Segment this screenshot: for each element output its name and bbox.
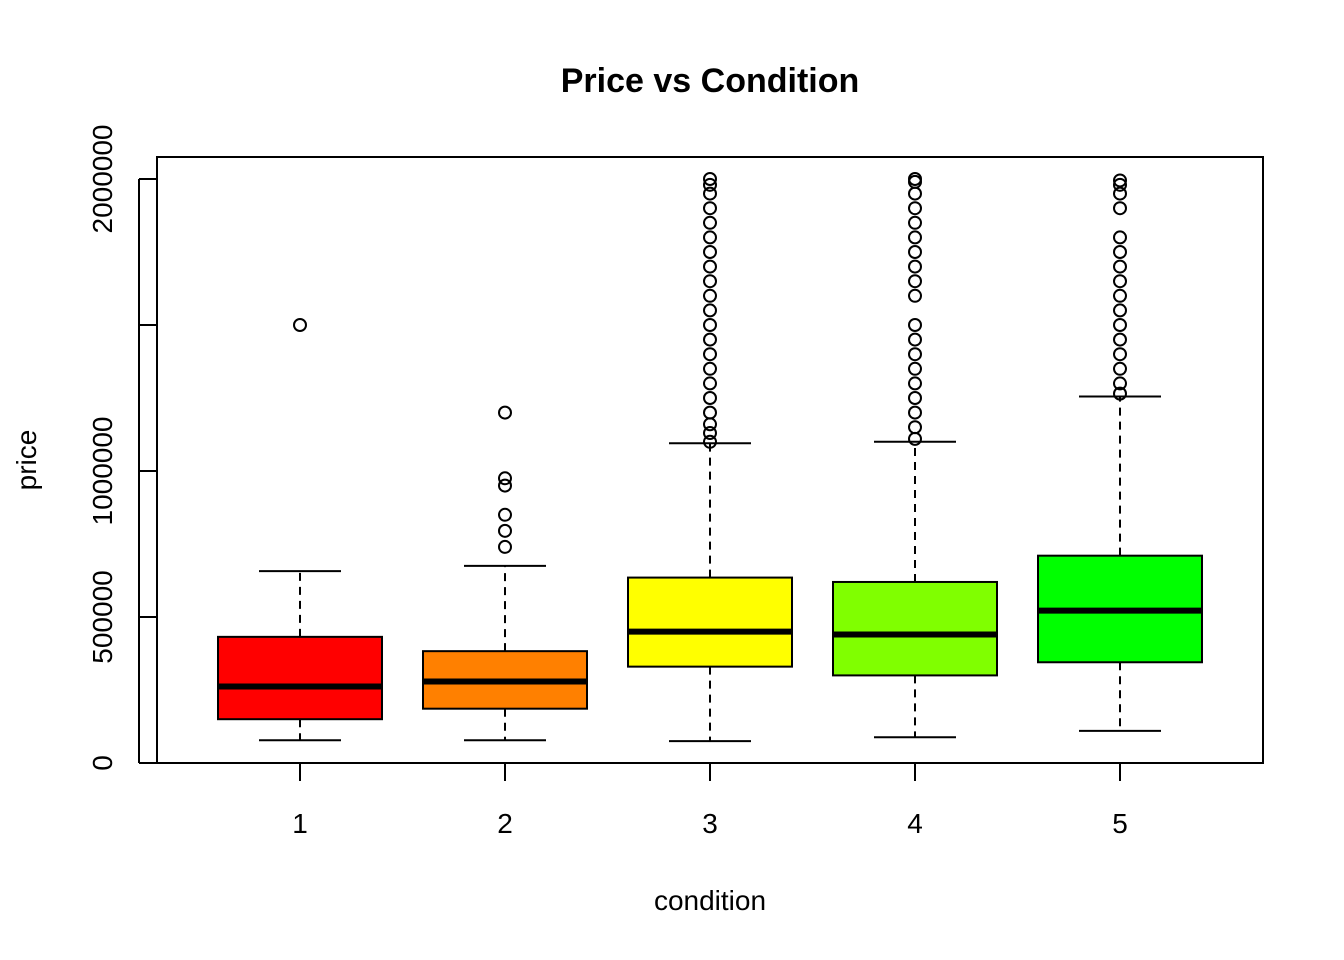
outlier-point xyxy=(703,347,717,362)
outlier-point xyxy=(703,417,717,432)
outlier-point xyxy=(908,274,922,289)
outlier-point xyxy=(908,431,922,446)
box-group xyxy=(217,318,383,742)
outlier-point xyxy=(498,478,512,493)
outlier-point xyxy=(498,471,512,486)
outlier-point xyxy=(1113,274,1127,289)
outlier-point xyxy=(908,186,922,201)
outlier-point xyxy=(703,186,717,201)
outlier-point xyxy=(908,420,922,435)
x-tick-label: 5 xyxy=(1112,808,1128,839)
outlier-point xyxy=(908,376,922,391)
outlier-point xyxy=(1113,318,1127,332)
outlier-point xyxy=(703,332,717,347)
outlier-point xyxy=(1113,173,1127,188)
outlier-point xyxy=(908,201,922,216)
box-iqr xyxy=(217,635,383,721)
outlier-point xyxy=(908,245,922,259)
chart-title: Price vs Condition xyxy=(561,62,860,100)
outlier-point xyxy=(703,201,717,216)
outlier-point xyxy=(703,259,717,274)
outlier-point xyxy=(908,230,922,245)
outlier-point xyxy=(703,215,717,230)
outlier-point xyxy=(1113,288,1127,303)
outlier-point xyxy=(908,259,922,274)
outlier-point xyxy=(703,391,717,405)
outlier-point xyxy=(908,172,922,186)
y-axis-label: price xyxy=(11,430,42,491)
outlier-point xyxy=(908,332,922,347)
outlier-point xyxy=(703,172,717,186)
outlier-point xyxy=(703,405,717,420)
outlier-point xyxy=(498,523,512,538)
outlier-point xyxy=(908,318,922,332)
outlier-point xyxy=(1113,376,1127,391)
outlier-point xyxy=(703,274,717,289)
box-group xyxy=(422,405,588,742)
x-tick-label: 3 xyxy=(702,808,718,839)
outlier-point xyxy=(498,507,512,522)
outlier-point xyxy=(1113,361,1127,376)
outlier-point xyxy=(908,405,922,420)
box-group xyxy=(627,172,793,743)
outlier-point xyxy=(703,426,717,441)
outlier-point xyxy=(1113,245,1127,259)
outlier-point xyxy=(1113,386,1127,401)
outlier-point xyxy=(703,177,717,192)
boxes-layer xyxy=(217,172,1203,743)
box-iqr xyxy=(627,576,793,668)
outlier-point xyxy=(1113,332,1127,347)
outlier-point xyxy=(293,318,307,332)
outlier-point xyxy=(1113,177,1127,192)
outlier-point xyxy=(1113,201,1127,216)
x-tick-label: 4 xyxy=(907,808,923,839)
y-tick-label: 500000 xyxy=(87,570,118,663)
box-group xyxy=(832,172,998,739)
outlier-point xyxy=(908,215,922,230)
outlier-point xyxy=(908,288,922,303)
outlier-point xyxy=(703,303,717,318)
outlier-point xyxy=(908,391,922,405)
outlier-point xyxy=(703,434,717,449)
outlier-point xyxy=(908,347,922,362)
outlier-point xyxy=(703,318,717,332)
outlier-point xyxy=(1113,259,1127,274)
y-tick-label: 2000000 xyxy=(87,124,118,233)
x-axis: 1 2 3 4 5 xyxy=(292,762,1128,839)
outlier-point xyxy=(703,376,717,391)
outlier-point xyxy=(498,405,512,420)
outlier-point xyxy=(703,361,717,376)
outlier-point xyxy=(703,288,717,303)
outlier-point xyxy=(908,361,922,376)
x-tick-label: 1 xyxy=(292,808,308,839)
y-tick-label: 1000000 xyxy=(87,416,118,525)
outlier-point xyxy=(498,539,512,554)
outlier-point xyxy=(703,230,717,245)
outlier-point xyxy=(1113,230,1127,245)
outlier-point xyxy=(1113,347,1127,362)
x-axis-label: condition xyxy=(654,885,766,916)
box-group xyxy=(1037,173,1203,732)
outlier-point xyxy=(1113,186,1127,201)
y-axis: 0 500000 1000000 2000000 xyxy=(87,124,157,771)
x-tick-label: 2 xyxy=(497,808,513,839)
y-tick-label: 0 xyxy=(87,755,118,771)
box-iqr xyxy=(832,580,998,677)
outlier-point xyxy=(703,245,717,259)
outlier-point xyxy=(1113,303,1127,318)
